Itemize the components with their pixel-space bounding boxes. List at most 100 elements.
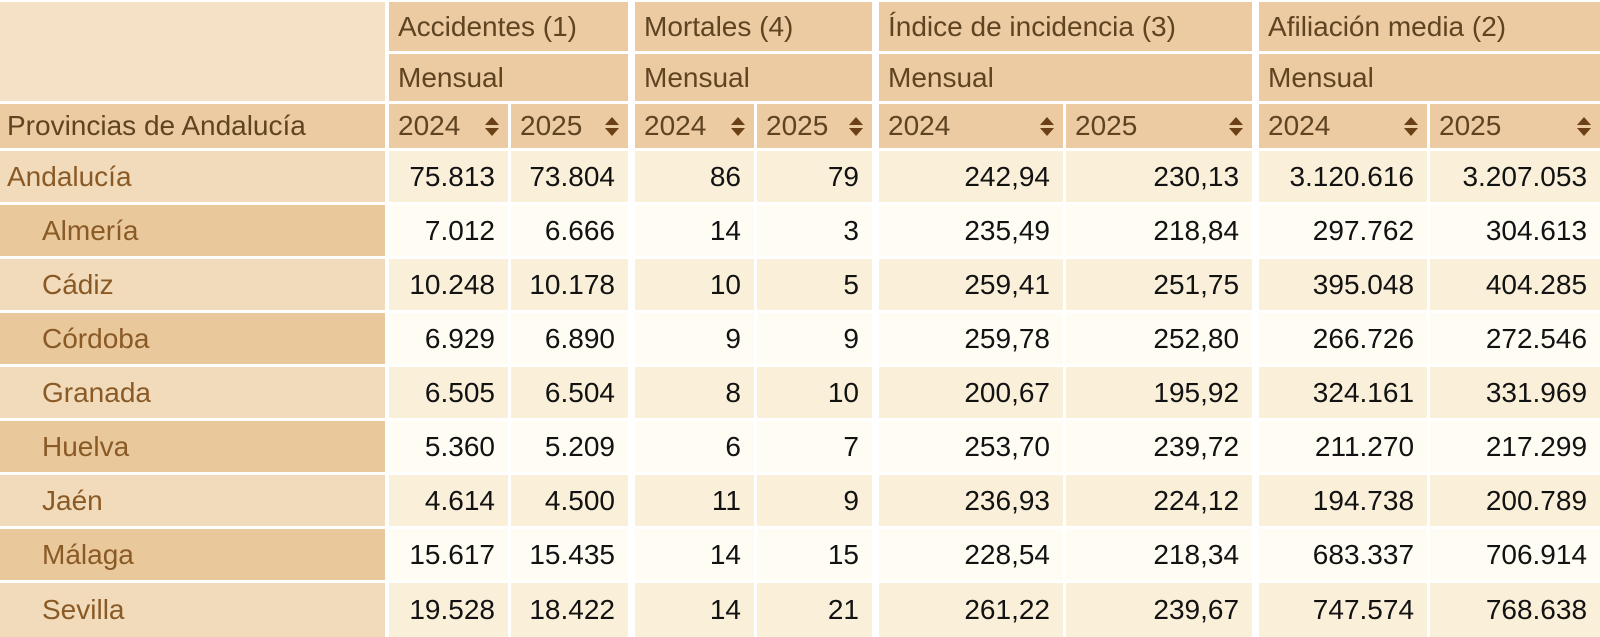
column-group-mortales: Mortales (4) xyxy=(635,0,879,54)
table-cell: 14 xyxy=(635,529,757,583)
table-cell: 217.299 xyxy=(1430,421,1600,475)
group-header-row: Accidentes (1) Mortales (4) Índice de in… xyxy=(0,0,1600,104)
table-cell: 6.505 xyxy=(389,367,511,421)
column-group-indice-incidencia: Índice de incidencia (3) xyxy=(879,0,1260,54)
table-row-almeria: Almería 7.012 6.666 14 3 235,49 218,84 297.762 3… xyxy=(0,205,1600,259)
table-cell: 706.914 xyxy=(1430,529,1600,583)
row-label: Sevilla xyxy=(0,583,389,637)
table-cell: 86 xyxy=(635,151,757,205)
row-label: Cádiz xyxy=(0,259,389,313)
year-header-row: Provincias de Andalucía 2024 2025 2024 2025… xyxy=(0,104,1600,151)
year-label: 2025 xyxy=(1439,110,1502,141)
sort-up-down-icon xyxy=(849,116,863,136)
table-cell: 272.546 xyxy=(1430,313,1600,367)
period-indice-incidencia: Mensual xyxy=(879,54,1260,104)
table-cell: 6 xyxy=(635,421,757,475)
sort-header-accidentes-2024[interactable]: 2024 xyxy=(389,104,511,151)
table-cell: 251,75 xyxy=(1066,259,1260,313)
sort-header-afiliacion-media-2025[interactable]: 2025 xyxy=(1430,104,1600,151)
table-cell: 9 xyxy=(757,475,879,529)
table-cell: 331.969 xyxy=(1430,367,1600,421)
row-label: Granada xyxy=(0,367,389,421)
table-cell: 6.929 xyxy=(389,313,511,367)
year-label: 2025 xyxy=(520,110,583,141)
sort-header-afiliacion-media-2024[interactable]: 2024 xyxy=(1259,104,1431,151)
table-cell: 6.666 xyxy=(511,205,635,259)
table-cell: 3 xyxy=(757,205,879,259)
table-cell: 252,80 xyxy=(1066,313,1260,367)
table-cell: 235,49 xyxy=(879,205,1066,259)
sort-up-down-icon xyxy=(1404,116,1419,136)
year-label: 2025 xyxy=(1075,110,1138,141)
table-cell: 10 xyxy=(757,367,879,421)
sort-up-down-icon xyxy=(1229,116,1244,136)
year-label: 2025 xyxy=(766,110,829,141)
table-cell: 3.207.053 xyxy=(1430,151,1600,205)
table-row-cadiz: Cádiz 10.248 10.178 10 5 259,41 251,75 395.048 4… xyxy=(0,259,1600,313)
table-cell: 395.048 xyxy=(1259,259,1431,313)
table-cell: 14 xyxy=(635,205,757,259)
sort-up-down-icon xyxy=(1040,116,1054,136)
table-cell: 10 xyxy=(635,259,757,313)
sort-header-accidentes-2025[interactable]: 2025 xyxy=(511,104,635,151)
table-cell: 683.337 xyxy=(1259,529,1431,583)
table-cell: 10.178 xyxy=(511,259,635,313)
table-cell: 79 xyxy=(757,151,879,205)
table-cell: 5.209 xyxy=(511,421,635,475)
year-label: 2024 xyxy=(644,110,707,141)
sort-up-down-icon xyxy=(485,116,499,136)
table-cell: 200,67 xyxy=(879,367,1066,421)
column-group-afiliacion-media: Afiliación media (2) xyxy=(1259,0,1600,54)
sort-header-mortales-2025[interactable]: 2025 xyxy=(757,104,879,151)
row-label: Andalucía xyxy=(0,151,389,205)
table-cell: 218,34 xyxy=(1066,529,1260,583)
table-cell: 304.613 xyxy=(1430,205,1600,259)
table-row-granada: Granada 6.505 6.504 8 10 200,67 195,92 324.161 3… xyxy=(0,367,1600,421)
table-cell: 10.248 xyxy=(389,259,511,313)
table-cell: 239,67 xyxy=(1066,583,1260,637)
table-cell: 8 xyxy=(635,367,757,421)
table-cell: 242,94 xyxy=(879,151,1066,205)
column-group-accidentes: Accidentes (1) xyxy=(389,0,635,54)
period-afiliacion-media: Mensual xyxy=(1259,54,1600,104)
table-row-jaen: Jaén 4.614 4.500 11 9 236,93 224,12 194.738 200.… xyxy=(0,475,1600,529)
table-cell: 9 xyxy=(757,313,879,367)
table-cell: 211.270 xyxy=(1259,421,1431,475)
table-cell: 253,70 xyxy=(879,421,1066,475)
sort-header-mortales-2024[interactable]: 2024 xyxy=(635,104,757,151)
table-cell: 195,92 xyxy=(1066,367,1260,421)
table-cell: 218,84 xyxy=(1066,205,1260,259)
table-cell: 768.638 xyxy=(1430,583,1600,637)
row-header: Provincias de Andalucía xyxy=(0,104,389,151)
table-cell: 15.435 xyxy=(511,529,635,583)
table-cell: 6.890 xyxy=(511,313,635,367)
table-cell: 3.120.616 xyxy=(1259,151,1431,205)
table-cell: 15 xyxy=(757,529,879,583)
table-cell: 239,72 xyxy=(1066,421,1260,475)
table-cell: 18.422 xyxy=(511,583,635,637)
table-cell: 236,93 xyxy=(879,475,1066,529)
table-cell: 747.574 xyxy=(1259,583,1431,637)
table-cell: 324.161 xyxy=(1259,367,1431,421)
row-label: Huelva xyxy=(0,421,389,475)
year-label: 2024 xyxy=(888,110,951,141)
table-cell: 73.804 xyxy=(511,151,635,205)
table-cell: 297.762 xyxy=(1259,205,1431,259)
period-header-row: Mensual Mensual Mensual Mensual xyxy=(0,54,1600,104)
table-cell: 404.285 xyxy=(1430,259,1600,313)
table-cell: 9 xyxy=(635,313,757,367)
table-cell: 194.738 xyxy=(1259,475,1431,529)
sort-header-indice-de-incidencia-2024[interactable]: 2024 xyxy=(879,104,1066,151)
table-cell: 14 xyxy=(635,583,757,637)
table-cell: 259,78 xyxy=(879,313,1066,367)
corner-cell xyxy=(0,0,389,104)
table-cell: 7 xyxy=(757,421,879,475)
table-row-malaga: Málaga 15.617 15.435 14 15 228,54 218,34 683.33… xyxy=(0,529,1600,583)
row-label: Almería xyxy=(0,205,389,259)
table-cell: 266.726 xyxy=(1259,313,1431,367)
table-cell: 228,54 xyxy=(879,529,1066,583)
sort-header-indice-de-incidencia-2025[interactable]: 2025 xyxy=(1066,104,1260,151)
period-mortales: Mensual xyxy=(635,54,879,104)
table-cell: 5.360 xyxy=(389,421,511,475)
